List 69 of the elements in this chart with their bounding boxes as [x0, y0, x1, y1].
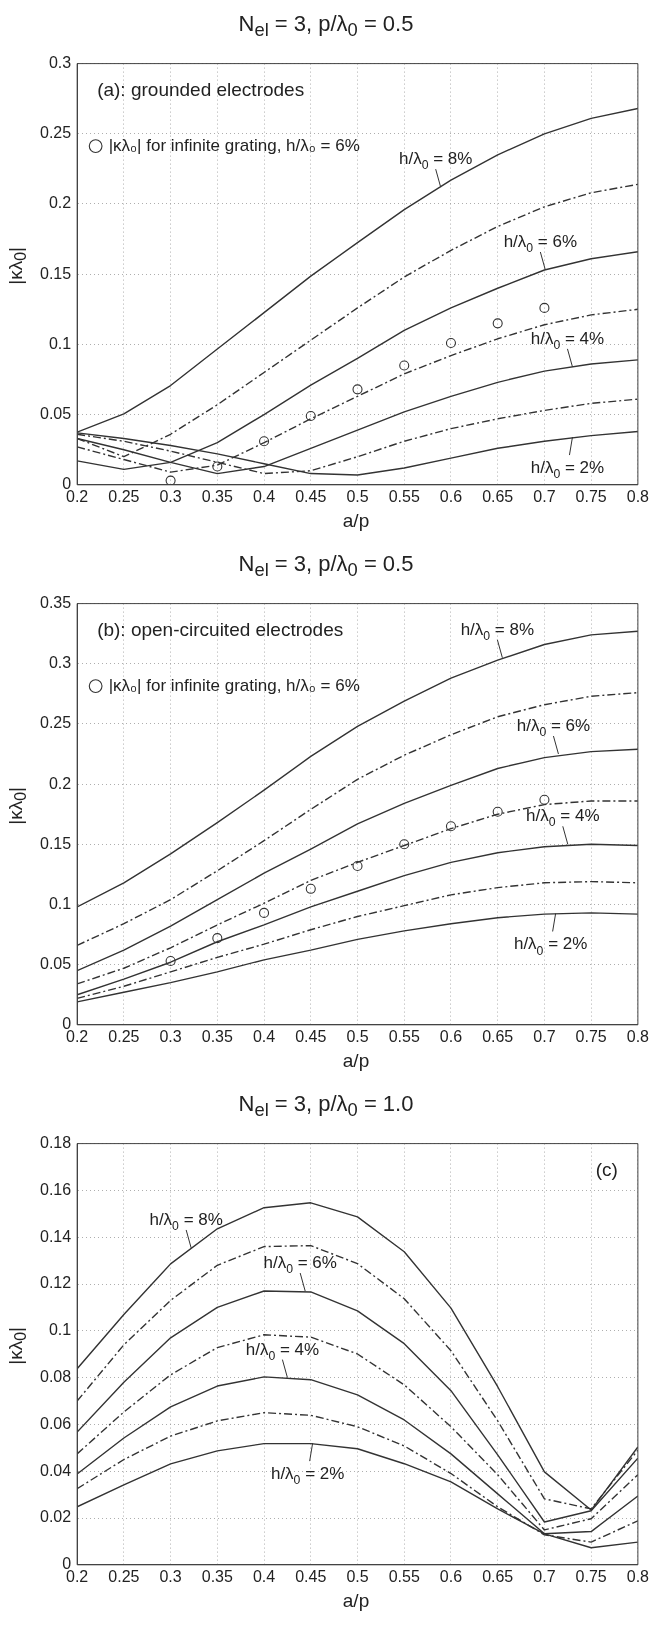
x-tick-label: 0.35	[201, 1027, 233, 1045]
y-tick-label: 0.04	[40, 1461, 72, 1479]
x-tick-label: 0.45	[295, 1027, 327, 1045]
y-tick-label: 0.2	[48, 774, 72, 792]
x-tick-label: 0.7	[533, 1567, 556, 1585]
x-axis-title: a/p	[341, 1050, 371, 1073]
x-tick-label: 0.4	[252, 1567, 276, 1585]
x-tick-label: 0.7	[533, 487, 556, 505]
chart-title: N$_{el}$ = 3, p/λ$_{0}$ = 0.5	[237, 550, 415, 583]
y-tick-label: 0.1	[48, 334, 72, 352]
y-tick-label: 0.12	[40, 1274, 72, 1292]
x-tick-label: 0.65	[482, 1567, 514, 1585]
y-tick-label: 0.02	[40, 1508, 72, 1526]
x-tick-label: 0.3	[159, 487, 182, 505]
x-tick-label: 0.75	[575, 487, 607, 505]
x-tick-label: 0.45	[295, 1567, 327, 1585]
x-tick-label: 0.65	[482, 1027, 514, 1045]
x-tick-label: 0.6	[439, 1027, 463, 1045]
y-tick-label: 0.3	[48, 654, 72, 672]
x-axis-title: a/p	[341, 1590, 371, 1613]
x-tick-label: 0.8	[626, 1567, 650, 1585]
annotation: (b): open-circuited electrodes	[97, 618, 344, 640]
x-tick-label: 0.5	[346, 487, 369, 505]
legend-label: |κλ₀| for infinite grating, h/λ₀ = 6%	[108, 675, 360, 695]
x-tick-label: 0.65	[482, 487, 514, 505]
x-tick-label: 0.3	[159, 1027, 182, 1045]
x-tick-label: 0.45	[295, 487, 327, 505]
y-tick-label: 0.05	[40, 955, 72, 973]
y-tick-label: 0.2	[48, 194, 72, 212]
x-tick-label: 0.4	[252, 1027, 276, 1045]
chart-title: N$_{el}$ = 3, p/λ$_{0}$ = 0.5	[237, 10, 415, 43]
x-tick-label: 0.8	[626, 1027, 650, 1045]
x-tick-label: 0.55	[388, 487, 420, 505]
x-tick-label: 0.7	[533, 1027, 556, 1045]
x-tick-label: 0.6	[439, 487, 463, 505]
y-tick-label: 0.15	[40, 264, 72, 282]
x-tick-label: 0.5	[346, 1027, 369, 1045]
x-axis-title: a/p	[341, 510, 371, 533]
annotation: (a): grounded electrodes	[97, 78, 305, 100]
x-tick-label: 0.8	[626, 487, 650, 505]
y-tick-label: 0.14	[40, 1227, 72, 1245]
x-tick-label: 0.4	[252, 487, 276, 505]
y-tick-label: 0.3	[48, 54, 72, 72]
y-tick-label: 0.18	[40, 1134, 72, 1152]
x-tick-label: 0.25	[108, 487, 140, 505]
x-tick-label: 0.55	[388, 1567, 420, 1585]
x-tick-label: 0.3	[159, 1567, 182, 1585]
y-tick-label: 0.35	[40, 594, 72, 612]
y-tick-label: 0.06	[40, 1414, 72, 1432]
x-tick-label: 0.25	[108, 1567, 140, 1585]
y-tick-label: 0.16	[40, 1180, 72, 1198]
x-tick-label: 0.5	[346, 1567, 369, 1585]
y-tick-label: 0.25	[40, 124, 72, 142]
y-tick-label: 0.1	[48, 894, 72, 912]
y-tick-label: 0.1	[48, 1321, 72, 1339]
annotation: (c)	[595, 1158, 618, 1180]
x-tick-label: 0.35	[201, 487, 233, 505]
y-tick-label: 0.08	[40, 1368, 72, 1386]
x-tick-label: 0.75	[575, 1027, 607, 1045]
x-tick-label: 0.35	[201, 1567, 233, 1585]
y-tick-label: 0.05	[40, 405, 72, 423]
x-tick-label: 0.75	[575, 1567, 607, 1585]
y-tick-label: 0.15	[40, 834, 72, 852]
y-tick-label: 0.25	[40, 714, 72, 732]
legend-label: |κλ₀| for infinite grating, h/λ₀ = 6%	[108, 135, 360, 155]
x-tick-label: 0.6	[439, 1567, 463, 1585]
chart-title: N$_{el}$ = 3, p/λ$_{0}$ = 1.0	[237, 1090, 415, 1123]
x-tick-label: 0.25	[108, 1027, 140, 1045]
x-tick-label: 0.55	[388, 1027, 420, 1045]
